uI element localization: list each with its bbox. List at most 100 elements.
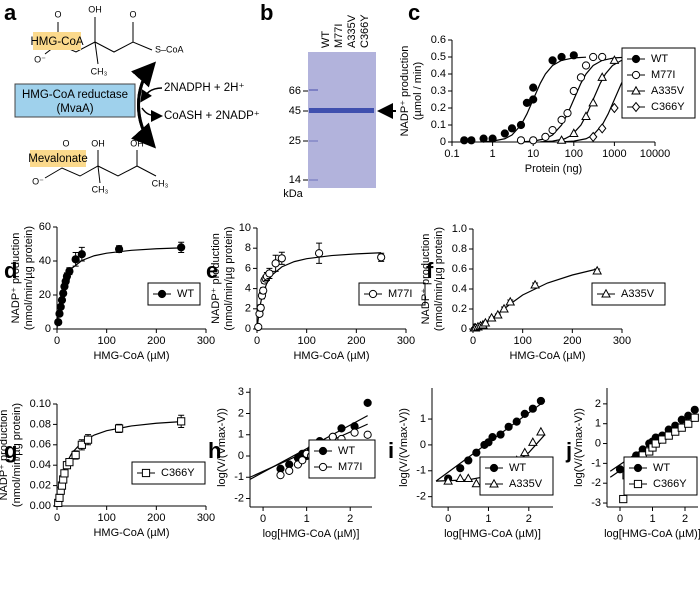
y-axis-label: log(V/(Vmax-V)) [573, 408, 585, 487]
y-tick-label: 0 [238, 450, 244, 462]
data-point [456, 464, 465, 473]
data-point [530, 279, 540, 289]
x-tick-label: 0.1 [444, 148, 459, 160]
data-point [505, 296, 516, 306]
y-axis-label: (nmol/min/µg protein) [223, 226, 235, 330]
legend-marker [489, 478, 499, 488]
legend-label: WT [177, 288, 194, 300]
x-tick-label: 0 [54, 335, 60, 347]
bond [94, 41, 99, 65]
data-point [314, 249, 324, 258]
y-axis-label: NADP⁺ production [210, 233, 222, 324]
data-point [71, 450, 80, 460]
data-point [499, 303, 509, 313]
mw-label: 14 [289, 174, 301, 186]
mw-label: 25 [289, 135, 301, 147]
data-point [55, 493, 64, 502]
panel-label: f [426, 258, 434, 283]
y-tick-label: 0.08 [30, 418, 51, 430]
data-point [480, 317, 491, 327]
lane-label: WT [320, 31, 332, 48]
y-tick-label: 4 [245, 283, 251, 295]
x-axis-label: log[HMG-CoA (µM)] [263, 528, 360, 540]
data-point [65, 267, 74, 276]
legend-marker [631, 70, 641, 80]
legend-marker [141, 468, 151, 478]
data-point [690, 413, 699, 422]
legend-label: C366Y [653, 478, 687, 490]
data-point [576, 73, 586, 82]
data-point [443, 475, 453, 485]
x-tick-label: 300 [197, 335, 215, 347]
data-point [77, 250, 86, 259]
y-tick-label: -1 [416, 465, 426, 477]
data-point [56, 302, 65, 311]
legend-label: C366Y [161, 467, 195, 479]
x-axis-label: log[HMG-CoA (µM)] [444, 528, 541, 540]
atom: CH₃ [152, 178, 169, 188]
legend-label: A335V [621, 288, 655, 300]
y-tick-label: 6 [245, 262, 251, 274]
data-point [588, 131, 598, 143]
x-tick-label: 1000 [602, 148, 626, 160]
data-point [548, 56, 557, 65]
y-axis-label: NADP⁺ production [420, 234, 432, 325]
data-point [496, 430, 505, 439]
x-tick-label: 2 [526, 513, 532, 525]
legend-marker [631, 101, 641, 113]
y-tick-label: 0.4 [452, 283, 467, 295]
gel: 66 45 25 14 kDa WT M77I A335V C366Y [283, 14, 396, 200]
atom: OH [88, 4, 102, 14]
x-tick-label: 0 [254, 335, 260, 347]
x-tick-label: 0 [470, 335, 476, 347]
panel-label: c [408, 0, 420, 25]
mw-unit: kDa [283, 188, 303, 200]
data-point [512, 417, 521, 426]
data-point [597, 72, 608, 81]
legend-label: M77I [338, 461, 362, 473]
data-point [298, 456, 307, 465]
atom: CH₃ [91, 66, 108, 76]
legend [147, 282, 201, 306]
x-axis-label: HMG-CoA (µM) [93, 350, 169, 362]
data-point [541, 132, 550, 141]
legend-label: WT [653, 462, 670, 474]
x-tick-label: 300 [197, 512, 215, 524]
data-point [527, 437, 538, 446]
data-point [57, 296, 67, 305]
y-tick-label: 0.1 [431, 119, 446, 131]
gel-image [308, 52, 376, 188]
y-tick-label: 0.06 [30, 439, 51, 451]
data-point [471, 478, 482, 488]
legend-marker [633, 479, 643, 489]
data-point [265, 269, 274, 278]
data-point [54, 318, 63, 327]
legend [358, 282, 426, 306]
data-point [59, 289, 68, 298]
legend-label: WT [338, 445, 355, 457]
data-point [276, 471, 285, 480]
legend [623, 456, 698, 496]
y-tick-label: -2 [416, 491, 426, 503]
data-point [581, 61, 591, 70]
x-tick-label: 200 [147, 335, 165, 347]
x-tick-label: 0 [445, 513, 451, 525]
y-axis-label: (nmol/min/µg protein) [23, 226, 35, 330]
data-point [177, 243, 186, 252]
y-tick-label: 2 [238, 407, 244, 419]
data-point [589, 52, 598, 62]
y-tick-label: 0.02 [30, 480, 51, 492]
y-tick-label: 0.4 [431, 68, 446, 80]
y-tick-label: 20 [39, 289, 51, 301]
x-tick-label: 1 [485, 513, 491, 525]
data-point [536, 426, 546, 436]
atom: O [129, 9, 136, 19]
data-point [504, 422, 513, 431]
data-point [363, 398, 372, 407]
data-point [114, 424, 124, 433]
data-point [463, 473, 474, 483]
y-tick-label: 0.8 [452, 243, 467, 255]
data-point [177, 417, 186, 426]
y-tick-label: 0 [440, 136, 446, 148]
